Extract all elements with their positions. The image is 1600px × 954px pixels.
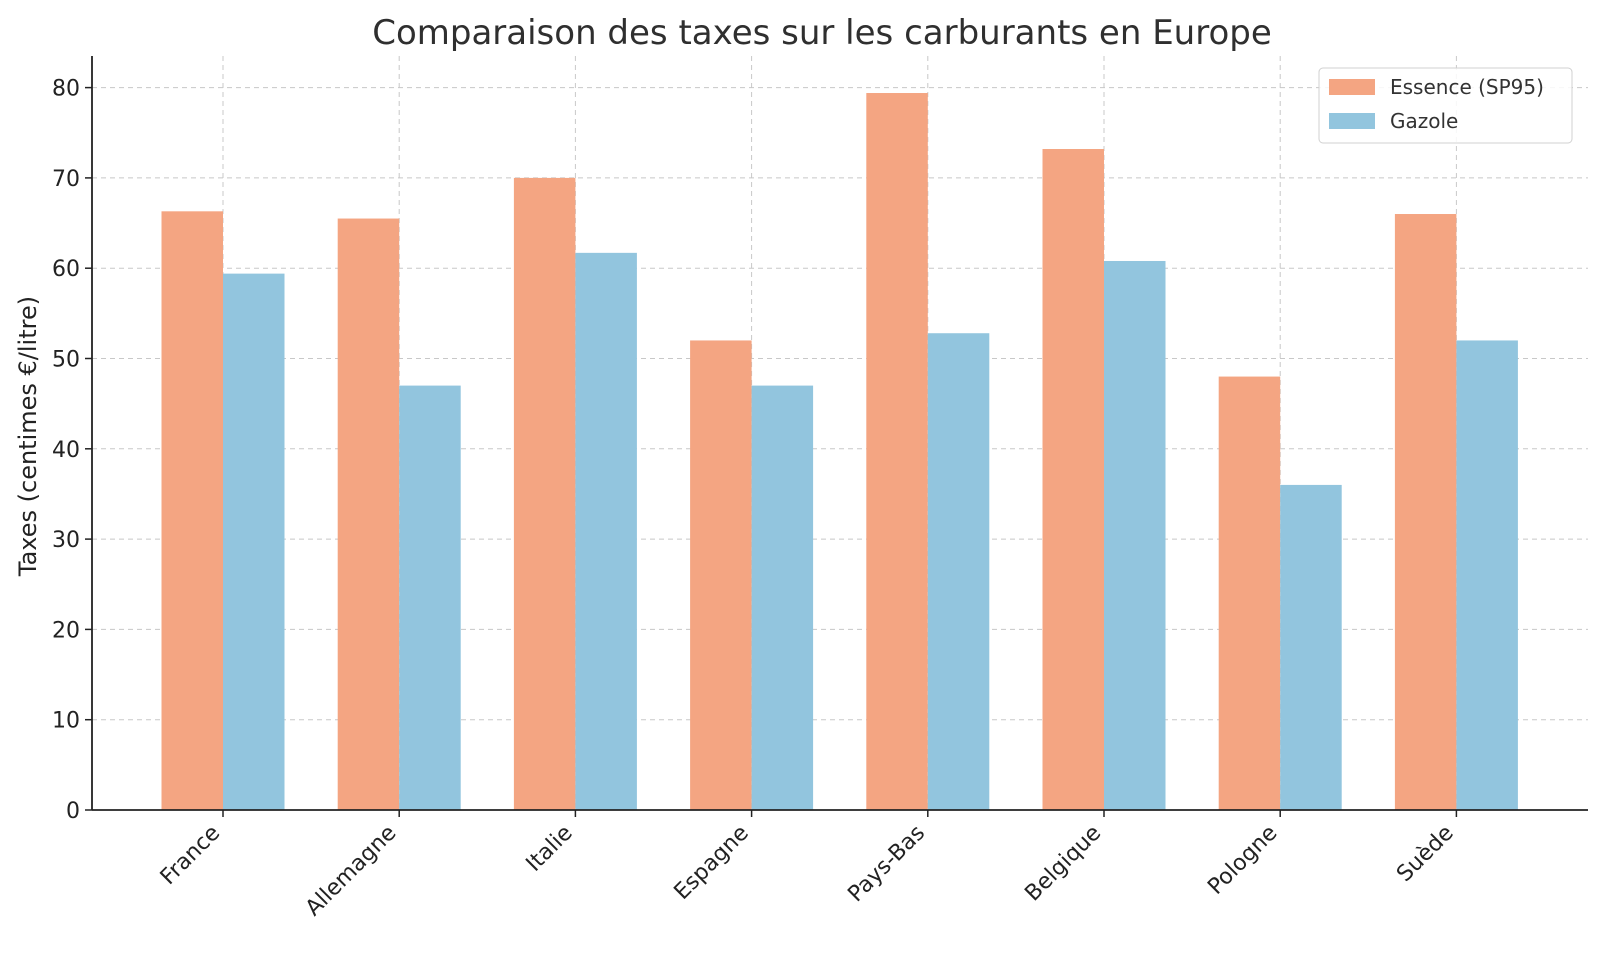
legend-swatch [1329, 79, 1375, 95]
y-ticks: 0 10 20 30 40 50 60 70 80 [52, 77, 92, 824]
bar-gazole [399, 385, 461, 810]
chart-title: Comparaison des taxes sur les carburants… [372, 13, 1272, 53]
x-tick-label: Pays-Bas [843, 821, 930, 908]
y-tick-label: 10 [52, 709, 80, 734]
bar-essence [161, 211, 223, 811]
x-tick-label: Pologne [1203, 821, 1282, 900]
legend-label: Gazole [1390, 109, 1458, 133]
bar-gazole [751, 385, 814, 810]
axes [91, 56, 1588, 811]
x-tick-label: Suède [1392, 821, 1458, 887]
y-axis-label: Taxes (centimes €/litre) [14, 296, 42, 577]
y-tick-label: 50 [52, 348, 80, 373]
bar-gazole [1456, 340, 1518, 810]
bar-gazole [1104, 260, 1166, 811]
y-tick-label: 40 [52, 438, 80, 463]
bar-essence [513, 177, 576, 811]
y-tick-label: 20 [52, 618, 80, 643]
grid-lines [92, 56, 1588, 810]
bar-essence [690, 340, 752, 810]
y-tick-label: 60 [52, 257, 80, 282]
bar-essence [1042, 149, 1104, 811]
x-tick-label: France [156, 821, 225, 890]
bar-gazole [1280, 484, 1342, 810]
legend-label: Essence (SP95) [1390, 75, 1544, 99]
y-tick-label: 80 [52, 77, 80, 102]
x-tick-label: Belgique [1020, 821, 1106, 907]
bars [161, 93, 1518, 811]
bar-gazole [927, 333, 990, 810]
legend-box [1318, 67, 1573, 144]
bar-essence [337, 218, 400, 810]
x-tick-label: Allemagne [301, 821, 402, 922]
x-ticks: France Allemagne Italie Espagne Pays-Bas Belg… [156, 810, 1459, 921]
bar-gazole [223, 273, 285, 810]
x-tick-label: Espagne [670, 821, 754, 905]
legend-swatch [1329, 113, 1375, 129]
legend: Essence (SP95) Gazole [1318, 67, 1573, 144]
y-tick-label: 70 [52, 167, 80, 192]
x-tick-label: Italie [522, 821, 578, 877]
y-tick-label: 0 [66, 799, 80, 824]
bar-gazole [575, 252, 637, 811]
bar-essence [866, 93, 928, 810]
bar-essence [1218, 376, 1281, 810]
y-tick-label: 30 [52, 528, 80, 553]
bar-essence [1394, 214, 1457, 811]
